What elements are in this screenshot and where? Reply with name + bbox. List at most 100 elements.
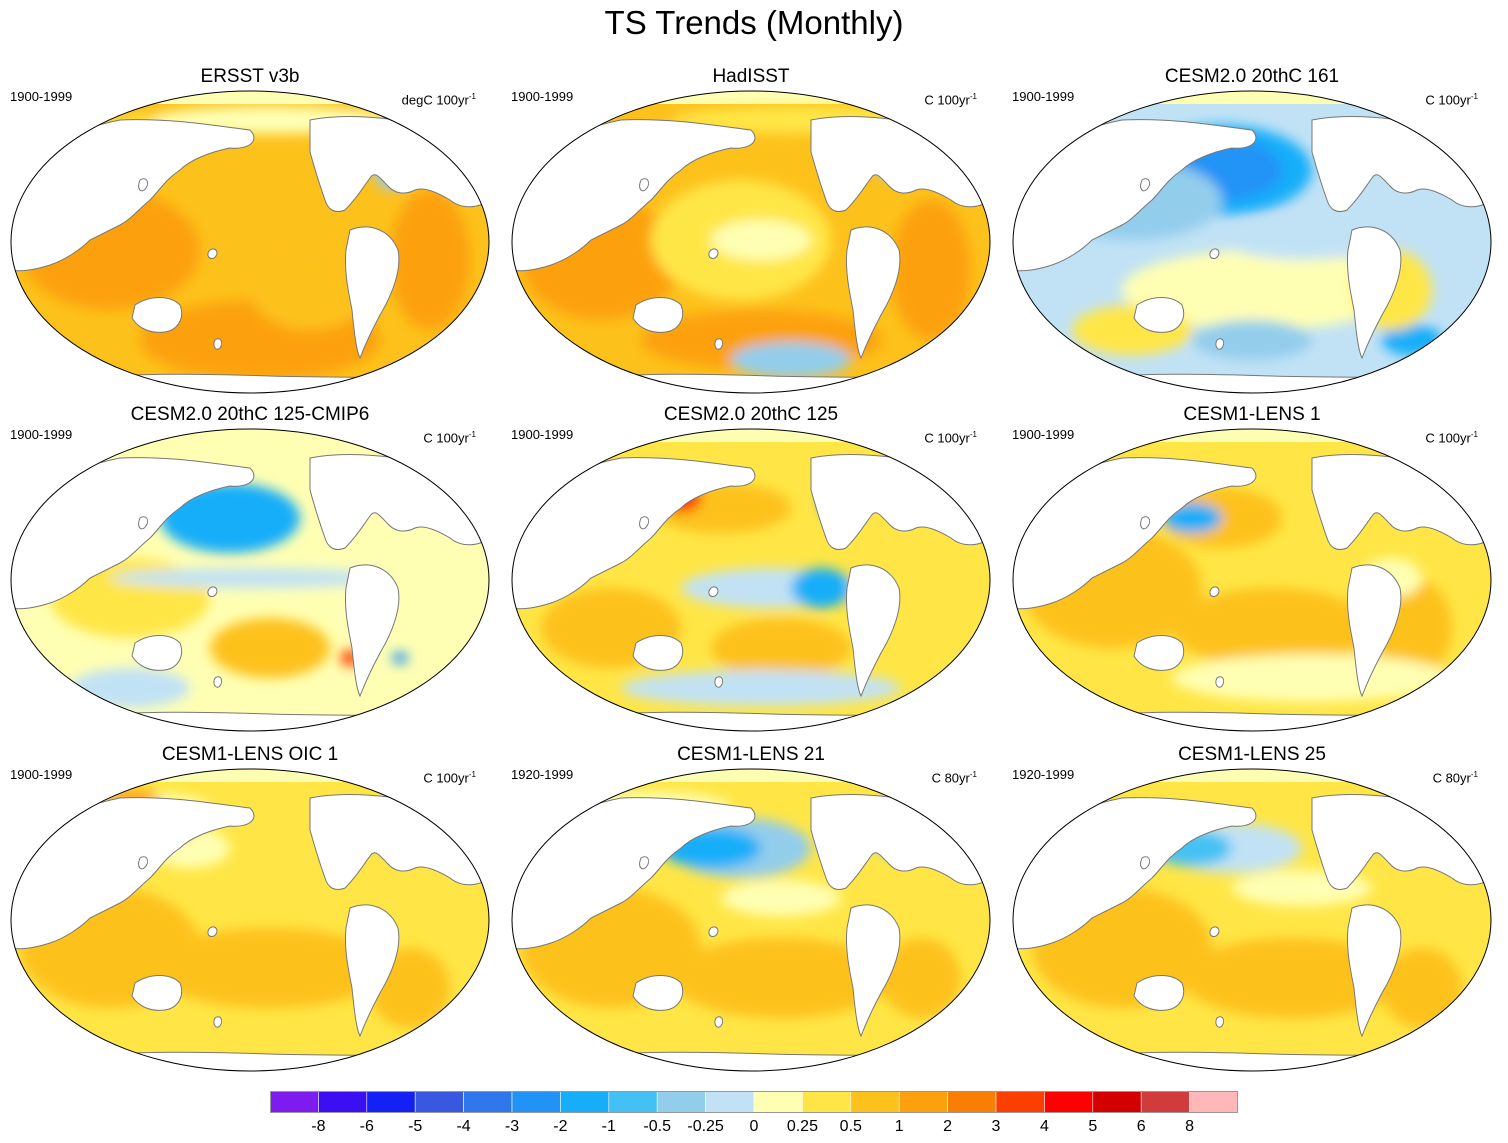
anomaly-region [1172,588,1372,668]
colorbar-swatch [511,1091,561,1113]
polar-band [512,769,990,782]
land-mask [207,586,218,597]
land-mask [632,297,684,333]
polar-band [512,91,990,104]
land-mask [417,108,453,139]
panel-title: CESM2.0 20thC 125 [663,404,839,425]
colorbar-tick-label: -3 [504,1118,520,1135]
colorbar-swatch [608,1091,658,1113]
panel-units-exponent: -1 [468,92,476,101]
map-border [511,428,991,732]
panel-title: CESM2.0 20thC 161 [1164,66,1340,87]
land-mask [138,856,149,870]
colorbar-tick-label: -5 [408,1118,423,1135]
land-mask [1347,904,1402,1038]
colorbar-swatch [318,1091,368,1113]
anomaly-region [791,568,851,608]
land-mask [138,516,149,530]
land-mask [131,297,183,333]
panel-units-base: C 80yr [931,770,970,786]
colorbar-tick-label: 5 [1088,1118,1098,1135]
map-panel: ERSST v3b 1900-1999 degC 100yr-1 [0,66,500,396]
panel-units: C 100yr-1 [423,427,476,446]
panel-units-exponent: -1 [468,770,476,779]
land-mask [632,975,684,1011]
anomaly-region [392,652,408,664]
figure-title: TS Trends (Monthly) [604,4,904,41]
panel-title: CESM1-LENS 1 [1183,404,1321,425]
panel-period: 1900-1999 [511,89,574,104]
colorbar-swatch [463,1091,513,1113]
land-mask [1347,226,1402,360]
anomaly-region [1382,948,1462,1028]
panel-units: C 100yr-1 [924,89,977,108]
panel-units: C 100yr-1 [423,767,476,786]
anomaly-region [150,928,390,1008]
land-mask [639,856,650,870]
map-border [10,428,490,732]
colorbar-tick-label: -2 [553,1118,568,1135]
colorbar-swatch [1140,1091,1190,1113]
land-mask [69,373,441,393]
map-border [511,90,991,394]
land-mask [708,248,719,259]
robinson-map [10,90,490,394]
colorbar-tick-label: 2 [943,1118,953,1135]
land-mask [714,338,724,350]
land-mask [345,564,400,698]
robinson-map [1012,428,1492,732]
land-mask [1209,586,1220,597]
panel-units: C 80yr-1 [1433,767,1478,786]
colorbar-swatch [366,1091,416,1113]
land-mask [512,457,756,610]
panel-units-base: C 100yr [1425,92,1471,108]
land-mask [570,373,942,393]
map-panel: CESM2.0 20thC 161 1900-1999 C 100yr-1 [1002,66,1502,396]
land-mask [1209,926,1220,937]
land-mask [345,226,400,360]
land-mask [11,457,255,610]
land-mask [570,711,942,731]
land-mask [846,564,901,698]
land-mask [1133,297,1185,333]
anomaly-region [1222,220,1382,260]
land-mask [11,119,255,272]
colorbar-swatch [802,1091,852,1113]
panel-title: CESM2.0 20thC 125-CMIP6 [130,404,370,425]
colorbar-swatch [414,1091,464,1113]
land-mask [632,635,684,671]
land-mask [131,975,183,1011]
land-mask [1215,1016,1225,1028]
anomaly-region [1182,938,1402,1018]
robinson-map [511,90,991,394]
land-mask [1071,1051,1443,1071]
panel-period: 1900-1999 [1012,89,1075,104]
panel-period: 1900-1999 [10,427,73,442]
land-mask [1071,711,1443,731]
colorbar-swatch [753,1091,803,1113]
colorbar [270,1091,1238,1113]
colorbar-swatch [947,1091,997,1113]
land-mask [69,711,441,731]
panel-units-base: C 100yr [1425,430,1471,446]
colorbar-labels: -8 -6 -5 -4 -3 -2 -1 -0.5 -0.25 0 0.25 0.5 1 2 3 4 5 6 8 [0,1117,1508,1139]
land-mask [1013,797,1257,950]
panel-units: C 100yr-1 [924,427,977,446]
colorbar-tick-label: -1 [601,1118,616,1135]
land-mask [213,338,223,350]
map-border [511,768,991,1072]
map-panel: HadISST 1900-1999 C 100yr-1 [501,66,1001,396]
land-mask [131,635,183,671]
colorbar-tick-label: 6 [1136,1118,1146,1135]
land-mask [1419,108,1455,139]
land-mask [1071,373,1443,393]
land-mask [708,926,719,937]
polar-band [1013,769,1491,782]
anomaly-region [250,250,370,330]
panel-period: 1900-1999 [10,89,73,104]
map-border [10,768,490,1072]
map-panel: CESM1-LENS OIC 1 1900-1999 C 100yr-1 [0,744,500,1074]
land-mask [512,119,756,272]
panel-period: 1900-1999 [1012,427,1075,442]
land-mask [1133,635,1185,671]
